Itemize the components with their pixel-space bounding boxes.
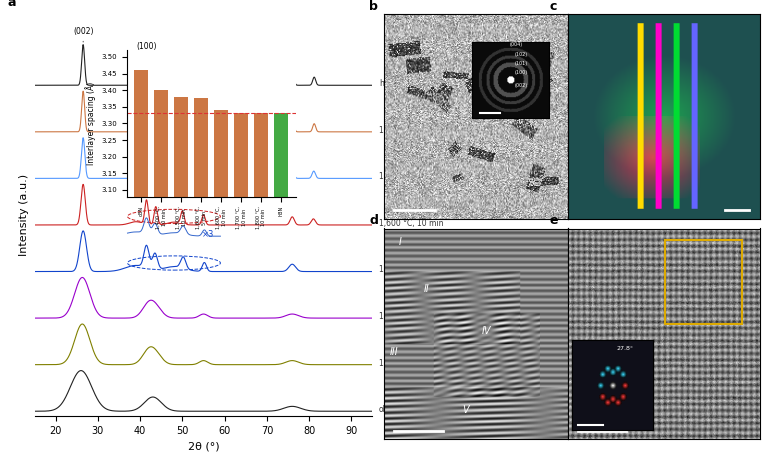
Bar — [174, 97, 188, 457]
Text: d: d — [369, 214, 378, 227]
Text: (102): (102) — [172, 53, 193, 69]
Text: 1,800 °C, 10 min: 1,800 °C, 10 min — [379, 126, 443, 135]
Text: b: b — [369, 0, 378, 13]
Text: III: III — [389, 347, 398, 357]
Text: (002): (002) — [515, 83, 528, 87]
Text: hBN: hBN — [379, 79, 395, 88]
Bar — [665, 239, 742, 324]
Bar — [214, 110, 228, 457]
Text: ×3: ×3 — [201, 230, 214, 239]
Text: c: c — [549, 0, 557, 13]
Bar — [254, 113, 268, 457]
Text: e: e — [549, 214, 558, 227]
Text: (100): (100) — [136, 43, 157, 58]
Text: a: a — [8, 0, 16, 9]
Text: 27.8°: 27.8° — [616, 346, 633, 351]
Text: V: V — [462, 405, 468, 415]
Text: I: I — [399, 237, 402, 247]
Text: (102): (102) — [515, 52, 528, 57]
Text: 1,700 °C, 10 min: 1,700 °C, 10 min — [379, 172, 443, 181]
X-axis label: 2θ (°): 2θ (°) — [187, 441, 220, 451]
Bar — [134, 70, 148, 457]
Text: 1,500 °C, 10 min: 1,500 °C, 10 min — [379, 312, 443, 321]
Text: (100): (100) — [515, 70, 528, 75]
Text: oBN: oBN — [379, 405, 394, 414]
Bar — [154, 90, 168, 457]
Text: (004): (004) — [509, 42, 522, 47]
Bar — [274, 113, 288, 457]
Text: (004): (004) — [194, 58, 214, 73]
Y-axis label: Intensity (a.u.): Intensity (a.u.) — [19, 174, 29, 256]
Text: ×3: ×3 — [201, 90, 214, 100]
Text: (101): (101) — [515, 61, 528, 66]
Bar — [194, 98, 208, 457]
Text: 1,600 °C, 10 min: 1,600 °C, 10 min — [379, 219, 443, 228]
Text: 1,400 °C, 10 min: 1,400 °C, 10 min — [379, 359, 443, 367]
Text: (101): (101) — [144, 58, 165, 74]
Text: IV: IV — [482, 326, 491, 336]
Text: 1,600 °C, 5 min: 1,600 °C, 5 min — [379, 266, 439, 274]
Y-axis label: Interlayer spacing (Å): Interlayer spacing (Å) — [84, 82, 96, 165]
Text: ×3: ×3 — [201, 184, 214, 193]
Bar — [234, 113, 248, 457]
Text: II: II — [423, 284, 429, 294]
Text: (002): (002) — [73, 27, 94, 42]
